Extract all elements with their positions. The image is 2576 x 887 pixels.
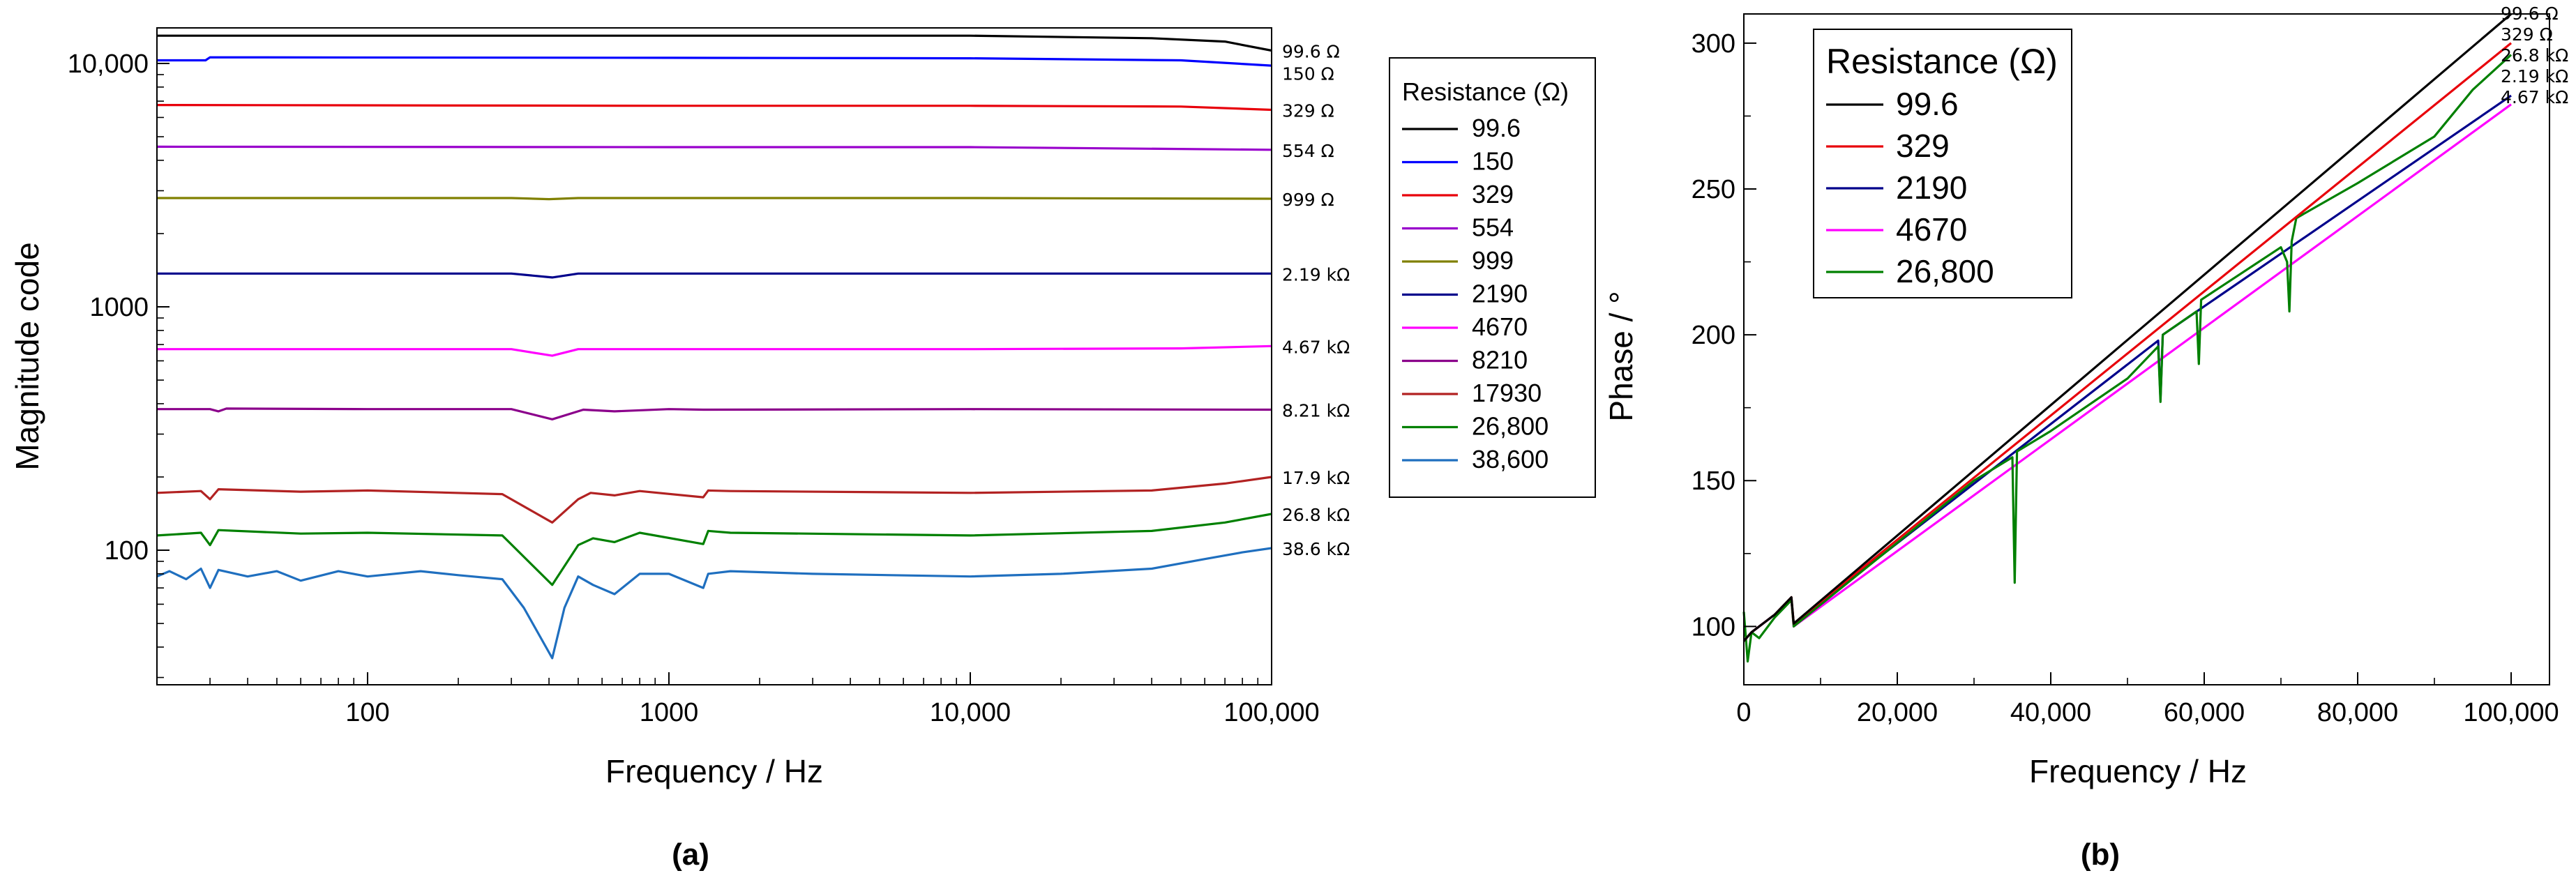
panel-a-legend-entry-999: 999 (1472, 246, 1514, 275)
panel-a-end-label-999: 999 Ω (1282, 190, 1334, 210)
panel-a-legend-entry-17930: 17930 (1472, 379, 1542, 407)
panel-b-legend-entry-2190: 2190 (1896, 169, 1967, 206)
panel-a-series-line-38-600 (156, 547, 1272, 660)
panel-b-series-line-99-6 (1742, 13, 2513, 642)
panel-b-x-tick-label: 20,000 (1857, 698, 1938, 727)
panel-a-series-line-554 (156, 145, 1272, 151)
panel-a-end-label-4670: 4.67 kΩ (1282, 337, 1350, 357)
panel-a-end-label-38-600: 38.6 kΩ (1282, 539, 1350, 559)
panel-b-y-axis-title: Phase / ° (1603, 291, 1639, 421)
panel-a-end-label-8210: 8.21 kΩ (1282, 401, 1350, 421)
panel-a-end-label-329: 329 Ω (1282, 101, 1334, 121)
panel-a-y-tick-label: 100 (105, 536, 149, 566)
panel-a-series-line-26-800 (156, 513, 1272, 586)
panel-b-x-tick-label: 40,000 (2010, 698, 2091, 727)
panel-b-plot-frame (1743, 13, 2550, 685)
panel-b-legend-entry-26-800: 26,800 (1896, 253, 1994, 289)
panel-a-series-line-329 (156, 104, 1272, 112)
panel-a-legend-entry-8210: 8210 (1472, 346, 1528, 374)
panel-b-end-label-2190: 2.19 kΩ (2501, 66, 2568, 86)
panel-b-x-tick-label: 0 (1736, 698, 1751, 727)
panel-a-series-line-17930 (156, 476, 1272, 524)
panel-a-series-line-8210 (157, 407, 1272, 420)
panel-b-legend-entry-4670: 4670 (1896, 211, 1967, 248)
panel-b-x-axis-title: Frequency / Hz (2029, 753, 2247, 789)
panel-b-end-label-99-6: 99.6 Ω (2501, 3, 2559, 24)
panel-a-y-tick-label: 10,000 (68, 50, 149, 79)
panel-a-end-label-99-6: 99.6 Ω (1282, 42, 1340, 62)
panel-a-axes: 100 1000 10,000 100,000 100 1000 10,000 (68, 50, 1320, 727)
panel-a-end-label-554: 554 Ω (1282, 141, 1334, 161)
panel-a-chart: 100 1000 10,000 100,000 100 1000 10,000 99.6 Ω… (9, 27, 1596, 872)
panel-a-legend-entry-38-600: 38,600 (1472, 445, 1549, 473)
panel-b-chart: 0 20,000 40,000 60,000 80,000 100,000 100 150 20… (1603, 3, 2568, 872)
panel-a-y-tick-label: 1000 (89, 293, 149, 322)
panel-a-end-label-150: 150 Ω (1282, 64, 1334, 84)
panel-a-series-line-2190 (157, 272, 1272, 279)
panel-a-y-axis-title: Magnitude code (9, 242, 45, 470)
panel-a-x-tick-label: 10,000 (930, 698, 1011, 727)
panel-a-legend-entry-26-800: 26,800 (1472, 412, 1549, 441)
panel-a-series-line-999 (157, 197, 1272, 201)
panel-a-end-label-17930: 17.9 kΩ (1282, 468, 1350, 488)
panel-a-legend: Resistance (Ω) 99.6 150 329 554 999 2190 4670 8… (1389, 57, 1596, 498)
panel-b-x-tick-label: 80,000 (2317, 698, 2398, 727)
panel-b-legend-entry-329: 329 (1896, 128, 1950, 164)
panel-b-x-tick-label: 100,000 (2463, 698, 2559, 727)
panel-b-y-tick-label: 150 (1692, 467, 1735, 496)
panel-b-end-label-329: 329 Ω (2501, 24, 2553, 45)
panel-b-y-tick-label: 100 (1692, 612, 1735, 642)
panel-a-plot-frame (156, 27, 1272, 685)
panel-b-legend-box (1813, 29, 2072, 298)
panel-b-legend-entry-99-6: 99.6 (1896, 86, 1959, 122)
panel-a-legend-entry-4670: 4670 (1472, 312, 1528, 341)
panel-a-x-tick-label: 100 (345, 698, 389, 727)
panel-a-end-label-2190: 2.19 kΩ (1282, 264, 1350, 285)
panel-a-legend-box (1389, 57, 1596, 498)
panel-a-series-line-4670 (157, 344, 1272, 357)
panel-a-legend-entry-329: 329 (1472, 180, 1514, 209)
panel-b-y-tick-label: 250 (1692, 175, 1735, 204)
panel-b-x-tick-label: 60,000 (2164, 698, 2245, 727)
panel-a-legend-entry-554: 554 (1472, 213, 1514, 242)
panel-a-legend-title: Resistance (Ω) (1402, 77, 1569, 106)
panel-a-end-label-26-800: 26.8 kΩ (1282, 505, 1350, 525)
panel-a-legend-entry-150: 150 (1472, 147, 1514, 176)
panel-a-caption: (a) (672, 837, 709, 872)
panel-b-legend-title: Resistance (Ω) (1826, 42, 2058, 81)
panel-a-series-group (156, 34, 1272, 660)
panel-b-legend: Resistance (Ω) 99.6 329 2190 4670 26,800 (1813, 29, 2072, 298)
panel-a-x-axis-title: Frequency / Hz (605, 753, 823, 789)
panel-a-series-line-99-6 (157, 34, 1272, 52)
panel-a-series-line-150 (157, 56, 1272, 67)
panel-b-end-label-26-800: 26.8 kΩ (2501, 45, 2568, 66)
panel-b-caption: (b) (2081, 837, 2120, 872)
panel-a-x-tick-label: 1000 (640, 698, 699, 727)
panel-a-legend-entry-99-6: 99.6 (1472, 114, 1521, 142)
panel-a-legend-entry-2190: 2190 (1472, 280, 1528, 308)
panel-b-axes: 0 20,000 40,000 60,000 80,000 100,000 100 150 20… (1692, 29, 2559, 727)
panel-b-end-label-4670: 4.67 kΩ (2501, 87, 2568, 107)
panel-b-series-line-26-800 (1742, 54, 2513, 663)
panel-a-x-tick-label: 100,000 (1223, 698, 1319, 727)
panel-b-series-group (1742, 13, 2513, 663)
panel-b-y-tick-label: 200 (1692, 321, 1735, 350)
panel-b-y-tick-label: 300 (1692, 29, 1735, 59)
